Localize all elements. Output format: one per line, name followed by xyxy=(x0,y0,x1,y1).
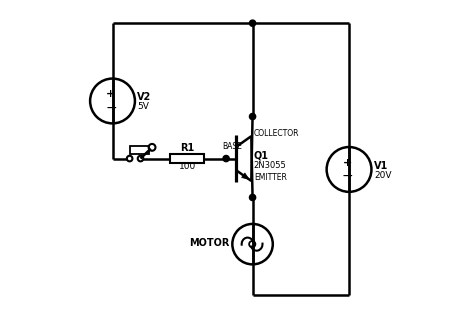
Text: −: − xyxy=(105,101,117,115)
Text: BASE: BASE xyxy=(222,142,242,151)
Text: V2: V2 xyxy=(137,92,152,102)
Text: R1: R1 xyxy=(180,143,194,153)
Text: +: + xyxy=(106,89,116,99)
Text: EMITTER: EMITTER xyxy=(254,173,287,182)
Polygon shape xyxy=(242,173,249,179)
Circle shape xyxy=(249,194,255,201)
Text: +: + xyxy=(343,158,352,168)
Circle shape xyxy=(249,113,255,120)
Text: 5V: 5V xyxy=(137,102,149,111)
Circle shape xyxy=(223,155,229,162)
Bar xyxy=(130,146,149,154)
Text: MOTOR: MOTOR xyxy=(189,238,229,247)
Text: Q1: Q1 xyxy=(254,150,268,160)
Text: 2N3055: 2N3055 xyxy=(254,161,286,170)
Text: 20V: 20V xyxy=(374,171,392,180)
Text: −: − xyxy=(342,169,353,183)
Bar xyxy=(170,154,204,163)
Text: COLLECTOR: COLLECTOR xyxy=(254,129,299,138)
Circle shape xyxy=(249,20,255,26)
Text: V1: V1 xyxy=(374,161,388,171)
Text: 100: 100 xyxy=(179,162,196,171)
